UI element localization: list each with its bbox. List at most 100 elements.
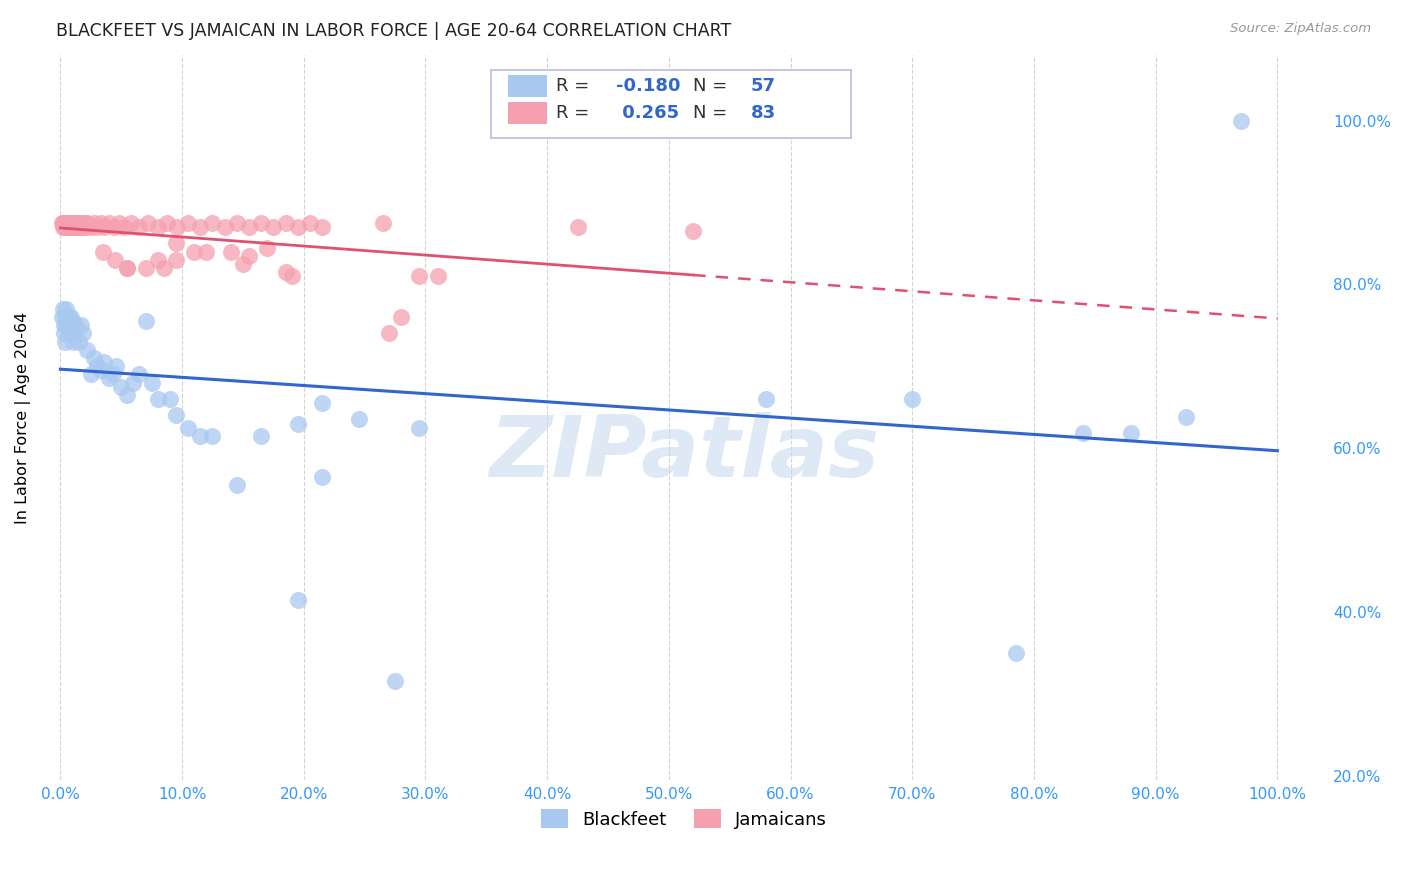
FancyBboxPatch shape <box>508 103 547 124</box>
Point <box>60 216 83 230</box>
Point <box>53 220 76 235</box>
Point <box>287 220 309 235</box>
Point <box>53 318 76 333</box>
Point <box>201 216 224 230</box>
Point <box>58 310 80 324</box>
Legend: Blackfeet, Jamaicans: Blackfeet, Jamaicans <box>534 802 834 836</box>
Text: BLACKFEET VS JAMAICAN IN LABOR FORCE | AGE 20-64 CORRELATION CHART: BLACKFEET VS JAMAICAN IN LABOR FORCE | A… <box>56 22 731 40</box>
Point <box>188 220 211 235</box>
Point <box>53 310 76 324</box>
FancyBboxPatch shape <box>508 76 547 97</box>
Point <box>76 216 98 230</box>
FancyBboxPatch shape <box>492 70 851 138</box>
Point <box>146 252 169 267</box>
Point <box>232 257 254 271</box>
Point <box>146 220 169 235</box>
Point <box>141 376 163 390</box>
Point <box>65 220 87 235</box>
Point <box>98 216 121 230</box>
Point <box>389 310 412 324</box>
Point <box>60 310 83 324</box>
Point <box>52 220 75 235</box>
Point <box>52 216 75 230</box>
Point <box>177 420 200 434</box>
Point <box>384 674 406 689</box>
Point <box>177 216 200 230</box>
Text: -0.180: -0.180 <box>616 78 681 95</box>
Point <box>311 469 333 483</box>
Text: 57: 57 <box>751 78 776 95</box>
Point <box>72 326 94 341</box>
Point <box>371 216 394 230</box>
Point <box>62 220 84 235</box>
Point <box>219 244 242 259</box>
Point <box>408 420 430 434</box>
Point <box>274 265 297 279</box>
Point <box>238 220 260 235</box>
Point <box>103 220 125 235</box>
Point <box>93 220 115 235</box>
Point <box>287 417 309 431</box>
Point <box>55 318 77 333</box>
Point <box>128 220 150 235</box>
Point <box>58 220 80 235</box>
Point <box>225 478 247 492</box>
Point <box>122 376 145 390</box>
Point <box>298 216 321 230</box>
Point <box>67 334 90 349</box>
Point <box>117 260 139 275</box>
Point <box>567 220 589 235</box>
Point <box>256 240 278 254</box>
Point <box>55 301 77 316</box>
Point <box>136 216 159 230</box>
Point <box>165 236 187 251</box>
Point <box>1230 113 1253 128</box>
Point <box>104 252 127 267</box>
Point <box>62 216 84 230</box>
Text: N =: N = <box>693 78 733 95</box>
Point <box>63 216 86 230</box>
Point <box>347 412 370 426</box>
Point <box>56 216 79 230</box>
Point <box>250 429 273 443</box>
Point <box>55 216 77 230</box>
Point <box>135 314 157 328</box>
Point <box>76 343 98 357</box>
Text: 0.265: 0.265 <box>616 104 679 122</box>
Point <box>53 326 76 341</box>
Point <box>287 592 309 607</box>
Point <box>69 216 91 230</box>
Point <box>120 216 142 230</box>
Point <box>146 392 169 406</box>
Point <box>62 334 84 349</box>
Point <box>59 220 82 235</box>
Point <box>682 224 704 238</box>
Text: R =: R = <box>555 104 595 122</box>
Point <box>274 216 297 230</box>
Point <box>426 269 449 284</box>
Point <box>59 318 82 333</box>
Point <box>60 220 83 235</box>
Point <box>408 269 430 284</box>
Point <box>105 359 128 374</box>
Point <box>62 216 84 230</box>
Point <box>56 220 79 235</box>
Point <box>65 318 87 333</box>
Point <box>117 260 139 275</box>
Point <box>67 220 90 235</box>
Point <box>53 216 76 230</box>
Point <box>75 220 97 235</box>
Point <box>51 216 73 230</box>
Point <box>55 220 77 235</box>
Point <box>86 359 108 374</box>
Point <box>80 220 103 235</box>
Point <box>183 244 205 259</box>
Point <box>755 392 778 406</box>
Point <box>62 220 84 235</box>
Point <box>89 363 111 377</box>
Point <box>250 216 273 230</box>
Point <box>195 244 218 259</box>
Point <box>262 220 284 235</box>
Point <box>98 371 121 385</box>
Point <box>93 355 115 369</box>
